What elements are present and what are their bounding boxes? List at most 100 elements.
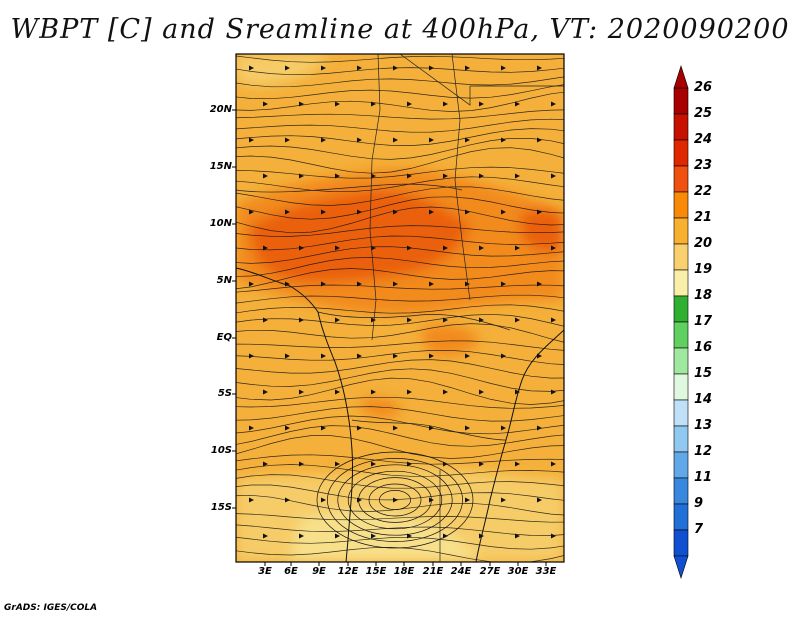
streamline <box>236 76 564 88</box>
streamline <box>236 246 564 264</box>
lat-label-5s: 5S <box>217 388 232 399</box>
streamline <box>236 546 564 562</box>
streamline-arrow <box>393 353 398 359</box>
streamline-arrow <box>537 281 542 287</box>
streamline-arrow <box>551 389 556 395</box>
lat-label-eq: EQ <box>216 332 232 343</box>
streamline-arrow <box>285 497 290 503</box>
colorbar-label-18: 18 <box>694 288 713 303</box>
warm-patch-south <box>360 398 402 418</box>
streamline-arrow <box>357 425 362 431</box>
streamline-arrow <box>263 533 268 539</box>
streamline-arrow <box>501 209 506 215</box>
streamline-arrow <box>321 497 326 503</box>
colorbar-swatch <box>673 269 689 297</box>
arrowheads <box>249 65 556 539</box>
lat-label-15s: 15S <box>210 502 232 513</box>
streamline <box>236 235 564 251</box>
lon-label-30e: 30E <box>507 566 529 577</box>
streamline-arrow <box>407 461 412 467</box>
streamline-arrow <box>429 425 434 431</box>
colorbar-label-15: 15 <box>694 366 713 381</box>
streamline-arrow <box>299 533 304 539</box>
colorbar-swatch <box>673 243 689 271</box>
streamline <box>236 118 564 133</box>
hot-region-west <box>250 189 470 283</box>
streamline-arrow <box>465 425 470 431</box>
border-line <box>369 54 381 341</box>
streamline-arrow <box>249 497 254 503</box>
streamline-arrow <box>443 461 448 467</box>
streamline <box>236 435 564 459</box>
colorbar-label-25: 25 <box>694 106 713 121</box>
colorbar-label-20: 20 <box>694 236 713 251</box>
streamline-arrow <box>335 173 340 179</box>
lon-label-15e: 15E <box>365 566 387 577</box>
streamline <box>236 67 564 76</box>
streamline-arrow <box>465 65 470 71</box>
streamline-arrow <box>263 461 268 467</box>
streamline-arrow <box>443 245 448 251</box>
streamline-arrow <box>465 497 470 503</box>
streamline <box>236 513 564 523</box>
lon-label-12e: 12E <box>337 566 359 577</box>
streamline-arrow <box>551 245 556 251</box>
streamline <box>236 340 564 351</box>
streamline-arrow <box>321 281 326 287</box>
colorbar-label-7: 7 <box>694 522 704 537</box>
streamline-arrow <box>443 317 448 323</box>
streamline-arrow <box>263 389 268 395</box>
vortex-ring <box>327 458 463 542</box>
streamline-arrow <box>321 137 326 143</box>
streamline-arrow <box>299 245 304 251</box>
streamline <box>236 396 564 409</box>
streamline-arrow <box>537 497 542 503</box>
streamline <box>236 91 564 112</box>
streamline-arrow <box>501 281 506 287</box>
streamline-arrow <box>299 389 304 395</box>
streamline <box>236 494 564 516</box>
colorbar-swatch <box>673 529 689 557</box>
colorbar-swatch <box>673 347 689 375</box>
streamline <box>236 84 564 100</box>
streamline <box>236 524 564 536</box>
streamline-arrow <box>393 209 398 215</box>
lat-label-10n: 10N <box>209 218 232 229</box>
streamline-arrow <box>249 425 254 431</box>
streamline-arrow <box>501 425 506 431</box>
streamline-arrow <box>335 461 340 467</box>
coastline-west <box>236 267 354 562</box>
streamline <box>236 304 564 314</box>
streamline-arrow <box>537 209 542 215</box>
streamline-arrow <box>371 173 376 179</box>
streamline-arrow <box>393 137 398 143</box>
streamline-arrow <box>371 317 376 323</box>
streamline-arrow <box>371 101 376 107</box>
streamline <box>236 536 564 550</box>
streamline-arrow <box>515 317 520 323</box>
streamline <box>236 109 564 120</box>
footer-credit: GrADS: IGES/COLA <box>4 603 98 613</box>
border-line <box>317 311 511 331</box>
streamline-arrow <box>551 533 556 539</box>
streamline-arrow <box>429 65 434 71</box>
streamline-arrow <box>357 137 362 143</box>
colorbar-label-9: 9 <box>694 496 704 511</box>
streamline <box>236 454 564 465</box>
streamline <box>236 257 564 277</box>
streamline-arrow <box>263 173 268 179</box>
streamline <box>236 55 564 63</box>
streamline <box>236 474 564 489</box>
streamline <box>236 206 564 234</box>
streamline-arrow <box>501 353 506 359</box>
streamline-arrow <box>429 281 434 287</box>
hot-region-east <box>520 209 564 252</box>
streamline-arrow <box>515 101 520 107</box>
streamline <box>236 186 564 206</box>
streamline-arrow <box>285 425 290 431</box>
streamline-arrow <box>299 461 304 467</box>
colorbar-swatch <box>673 165 689 193</box>
streamline-arrow <box>551 461 556 467</box>
